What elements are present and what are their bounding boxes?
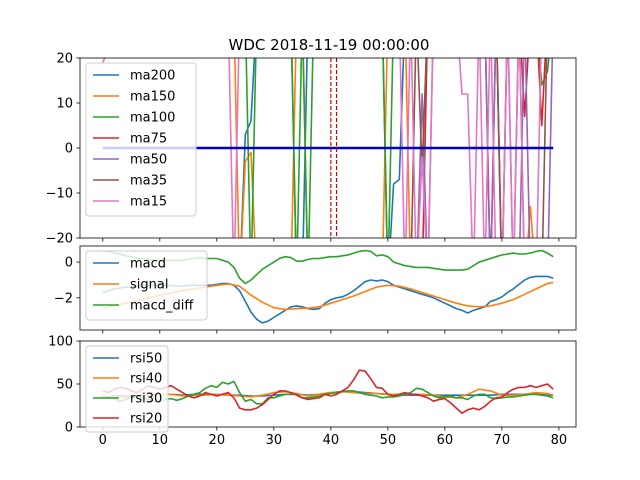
legend-label: rsi50 [130, 352, 162, 367]
legend: macd signal macd_diff [85, 250, 208, 321]
legend-label: macd [130, 257, 166, 272]
y-tick-label: −20 [46, 232, 73, 247]
x-tick-label: 80 [551, 433, 568, 448]
legend-label: rsi30 [130, 392, 162, 407]
legend-label: rsi40 [130, 372, 162, 387]
y-tick-label: 20 [56, 52, 73, 67]
y-tick-label: 0 [65, 142, 73, 157]
legend: ma200 ma150 ma100 ma75 ma50 ma35 ma15 [85, 62, 197, 217]
y-tick-label: −10 [46, 187, 73, 202]
ma-panel: −20−1001020ma200ma150ma100ma75ma50ma35ma… [46, 52, 577, 247]
y-tick-label: 50 [56, 378, 73, 393]
axes-frame [79, 245, 577, 331]
y-tick-label: 0 [65, 421, 73, 436]
legend-label: macd_diff [130, 299, 194, 314]
legend: rsi50 rsi40 rsi30 rsi20 [85, 345, 169, 433]
x-tick-label: 30 [266, 433, 283, 448]
legend-label: ma200 [130, 69, 175, 84]
legend-label: rsi20 [130, 412, 162, 427]
y-tick-label: −2 [54, 291, 73, 306]
x-tick-label: 0 [99, 433, 107, 448]
legend-label: ma50 [130, 153, 167, 168]
x-tick-label: 20 [209, 433, 226, 448]
y-tick-label: 0 [65, 256, 73, 271]
legend-label: ma150 [130, 90, 175, 105]
series-line-rsi40 [102, 388, 554, 399]
legend-label: ma100 [130, 111, 175, 126]
y-tick-label: 10 [56, 97, 73, 112]
legend-box [85, 250, 208, 321]
legend-label: signal [130, 278, 168, 293]
macd-panel: −2 0 macd signal macd_diff [54, 245, 577, 334]
series-line-rsi30 [102, 380, 554, 405]
legend-box [85, 345, 169, 433]
legend-box [85, 62, 197, 217]
x-tick-label: 40 [323, 433, 340, 448]
legend-label: ma15 [130, 195, 167, 210]
plot-lines [102, 369, 554, 415]
x-tick-label: 10 [152, 433, 169, 448]
chart-title: WDC 2018-11-19 00:00:00 [229, 36, 430, 54]
y-tick-label: 100 [48, 335, 73, 350]
legend-label: ma75 [130, 132, 167, 147]
legend-label: ma35 [130, 174, 167, 189]
x-tick-label: 50 [380, 433, 397, 448]
series-line-rsi20 [102, 369, 554, 415]
x-tick-label: 60 [437, 433, 454, 448]
series-line-ma200 [240, 58, 405, 238]
x-tick-label: 70 [494, 433, 511, 448]
